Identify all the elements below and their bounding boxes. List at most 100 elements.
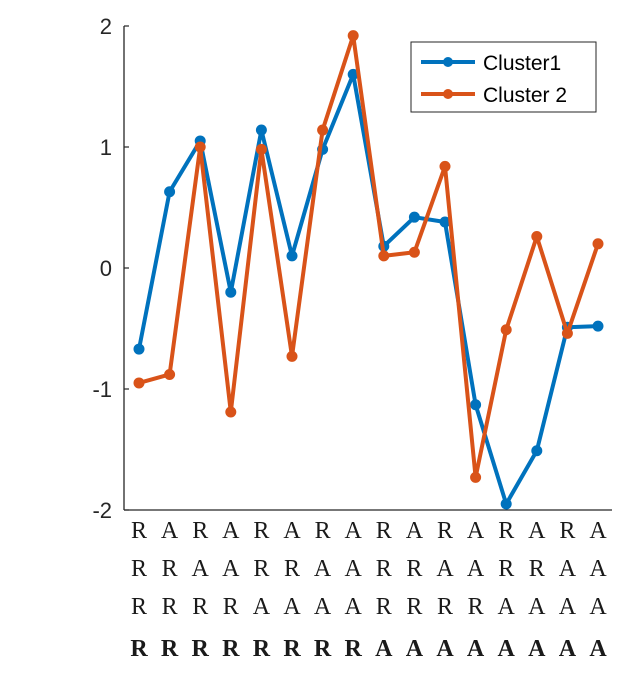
category-label: A <box>528 518 546 544</box>
category-label: R <box>376 518 392 544</box>
category-label: R <box>253 556 269 582</box>
category-label: R <box>406 594 422 620</box>
data-point <box>531 231 543 243</box>
legend-marker <box>443 57 453 67</box>
category-label: A <box>161 518 179 544</box>
category-label: A <box>192 556 210 582</box>
category-label: R <box>498 556 514 582</box>
data-point <box>500 498 512 510</box>
category-label: R <box>284 556 300 582</box>
category-label: R <box>559 518 575 544</box>
category-label: A <box>589 518 607 544</box>
category-label: R <box>222 636 240 662</box>
data-point <box>225 286 237 298</box>
category-label: A <box>283 518 301 544</box>
category-label: R <box>437 594 453 620</box>
category-label: A <box>467 636 485 662</box>
category-label: A <box>559 636 577 662</box>
y-ticks: -2 -1 0 1 2 <box>92 14 129 523</box>
y-tick-label: -1 <box>92 377 112 402</box>
data-point <box>164 368 176 380</box>
category-label: R <box>131 518 147 544</box>
y-tick-label: 0 <box>100 256 112 281</box>
data-point <box>561 327 573 339</box>
category-label: R <box>468 594 484 620</box>
category-label: R <box>192 594 208 620</box>
data-point <box>500 324 512 336</box>
data-point <box>255 124 267 136</box>
category-label: A <box>589 594 607 620</box>
data-point <box>408 246 420 258</box>
category-label: A <box>436 556 454 582</box>
category-label: A <box>345 594 363 620</box>
y-tick-label: -2 <box>92 498 112 523</box>
data-point <box>164 186 176 198</box>
legend: Cluster1 Cluster 2 <box>410 41 597 113</box>
category-label: A <box>589 556 607 582</box>
data-point <box>194 141 206 153</box>
data-point <box>470 399 482 411</box>
series-group <box>133 30 604 510</box>
category-label: A <box>467 556 485 582</box>
data-point <box>255 143 267 155</box>
category-label: A <box>436 636 454 662</box>
data-point <box>592 238 604 250</box>
category-label: R <box>376 594 392 620</box>
category-label: R <box>131 594 147 620</box>
category-label: R <box>315 518 331 544</box>
data-point <box>317 124 329 136</box>
data-point <box>439 160 451 172</box>
data-point <box>592 320 604 332</box>
category-label: A <box>528 636 546 662</box>
category-label: A <box>406 636 424 662</box>
category-label: A <box>314 556 332 582</box>
category-label: A <box>283 594 301 620</box>
category-label: R <box>345 636 363 662</box>
y-tick-label: 1 <box>100 135 112 160</box>
category-label: A <box>222 556 240 582</box>
category-label: A <box>498 594 516 620</box>
category-label: A <box>345 556 363 582</box>
category-label: R <box>314 636 332 662</box>
category-label: R <box>162 556 178 582</box>
data-point <box>225 406 237 418</box>
data-point <box>378 250 390 262</box>
category-label: R <box>161 636 179 662</box>
category-label: A <box>314 594 332 620</box>
category-label: A <box>375 636 393 662</box>
category-label: A <box>528 594 546 620</box>
category-label: A <box>498 636 516 662</box>
data-point <box>408 211 420 223</box>
category-label: R <box>376 556 392 582</box>
category-label: A <box>559 594 577 620</box>
category-label: R <box>406 556 422 582</box>
category-label: R <box>529 556 545 582</box>
category-label: A <box>345 518 363 544</box>
category-label: R <box>283 636 301 662</box>
legend-label: Cluster1 <box>483 52 561 75</box>
category-label: R <box>437 518 453 544</box>
category-label: R <box>192 518 208 544</box>
category-label: A <box>253 594 271 620</box>
data-point <box>531 445 543 457</box>
category-label: A <box>589 636 607 662</box>
data-point <box>133 377 145 389</box>
category-label: R <box>253 636 271 662</box>
category-label: R <box>130 636 148 662</box>
category-label: A <box>559 556 577 582</box>
data-point <box>133 343 145 355</box>
category-label: A <box>406 518 424 544</box>
data-point <box>286 250 298 262</box>
series-line <box>137 33 600 480</box>
category-labels: R A R A R A R A R A R A R A R AR R A A R R A A R R A A R R A AR R R R A A A A… <box>130 518 607 662</box>
data-point <box>347 30 359 42</box>
category-label: R <box>162 594 178 620</box>
category-label: A <box>222 518 240 544</box>
legend-box <box>410 41 597 113</box>
category-label: R <box>131 556 147 582</box>
data-point <box>286 350 298 362</box>
legend-marker <box>443 89 453 99</box>
y-tick-label: 2 <box>100 14 112 39</box>
category-label: R <box>223 594 239 620</box>
